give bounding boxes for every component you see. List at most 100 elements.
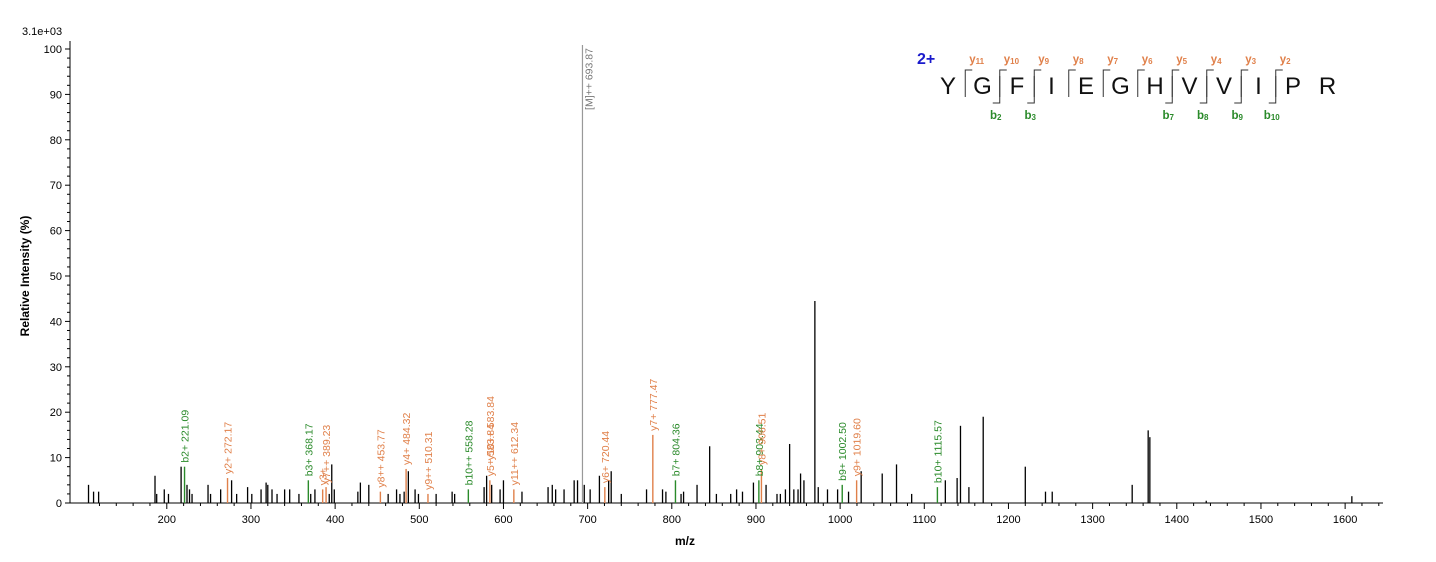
- y-tick-label: 60: [50, 226, 62, 238]
- x-tick-label: 200: [158, 514, 176, 526]
- x-axis-title: m/z: [675, 534, 695, 548]
- x-tick-label: 300: [242, 514, 260, 526]
- x-tick-label: 1100: [912, 514, 936, 526]
- y-ion-label: y7+ 777.47: [648, 378, 660, 430]
- b-ion-label: b8+ 903.44: [754, 423, 766, 476]
- b-ion-label: b10: [1264, 110, 1280, 122]
- y-tick-label: 100: [44, 44, 62, 56]
- b-ion-bracket: [1268, 76, 1277, 104]
- x-tick-label: 800: [663, 514, 681, 526]
- peak-label-group: [M]++ 693.87 b2+ 221.09 y2+ 272.17 b3+ 368.…: [180, 48, 945, 490]
- b-ion-label: b2+ 221.09: [180, 410, 192, 463]
- x-tick-label: 700: [578, 514, 596, 526]
- b-ion-label: b3: [1025, 110, 1037, 122]
- x-tick-label: 1000: [828, 514, 852, 526]
- y-ion-bracket: [1033, 69, 1042, 97]
- y-ion-bracket: [1206, 69, 1214, 97]
- y-ion-label: y6+ 720.44: [600, 431, 612, 483]
- y-ion-bracket: [1275, 69, 1283, 97]
- y-ion-label: y5+ 583.84: [485, 424, 497, 476]
- b-ion-bracket: [1234, 76, 1242, 104]
- y-ion-bracket: [964, 69, 973, 97]
- b-ion-label: b9: [1232, 110, 1244, 122]
- x-tick-label: 1400: [1165, 514, 1189, 526]
- sequence-residue: F: [1010, 73, 1025, 100]
- y-ion-label: y4+ 484.32: [401, 413, 413, 465]
- sequence-residue: I: [1255, 73, 1262, 100]
- b-ion-label: b10+ 1115.57: [932, 420, 944, 483]
- y-ion-label: y9+ 1019.60: [852, 418, 864, 476]
- b-ion-bracket: [1027, 76, 1035, 104]
- sequence-residue: E: [1078, 73, 1094, 100]
- x-tick-label: 1200: [996, 514, 1020, 526]
- intensity-scale-label: 3.1e+03: [22, 26, 62, 38]
- x-tick-label: 500: [410, 514, 428, 526]
- y-tick-label: 10: [50, 453, 62, 465]
- sequence-residue: H: [1146, 73, 1163, 100]
- y-ion-label: y7++ 389.23: [321, 425, 333, 484]
- y-ion-label: y3: [1245, 54, 1256, 66]
- x-tick-label: 600: [494, 514, 512, 526]
- sequence-residue: I: [1048, 73, 1055, 100]
- y-ion-bracket: [1171, 69, 1180, 97]
- x-tick-label: 400: [326, 514, 344, 526]
- y-ion-bracket: [1137, 69, 1145, 97]
- x-tick-label: 900: [747, 514, 765, 526]
- y-ion-bracket: [1102, 69, 1111, 97]
- sequence-residue: V: [1216, 73, 1232, 100]
- y-ion-label: y9: [1038, 54, 1049, 66]
- b-ion-bracket: [1199, 76, 1208, 104]
- b-ion-label: b3+ 368.17: [303, 423, 315, 476]
- y-ion-bracket: [999, 69, 1007, 97]
- sequence-residue: P: [1285, 73, 1301, 100]
- y-ion-label: y2: [1280, 54, 1291, 66]
- chart-axes: 0 10 20 30 40 50 60 70 80 90 100 200 300 400 500 600 700…: [18, 26, 1383, 548]
- b-ion-label: b7+ 804.36: [670, 423, 682, 476]
- b-ion-label: b8: [1197, 110, 1209, 122]
- y-ion-label: y8++ 453.77: [375, 429, 387, 488]
- y-tick-label: 90: [50, 89, 62, 101]
- b-ion-label: b9+ 1002.50: [837, 422, 849, 481]
- y-tick-label: 70: [50, 180, 62, 192]
- y-tick-label: 40: [50, 316, 62, 328]
- charge-state-label: 2+: [917, 51, 935, 68]
- y-ion-label: y10++ 583.84: [485, 396, 497, 460]
- x-tick-label: 1600: [1333, 514, 1357, 526]
- sequence-residue: G: [1111, 73, 1130, 100]
- y-axis-title: Relative Intensity (%): [18, 216, 32, 337]
- b-ion-bracket: [992, 76, 1001, 104]
- y-tick-label: 0: [56, 498, 62, 510]
- y-ion-label: y3+: [318, 468, 330, 485]
- sequence-residue: Y: [940, 73, 956, 100]
- y-ion-label: y8+ 906.51: [756, 413, 768, 465]
- b-ion-label: b10++ 558.28: [463, 420, 475, 485]
- y-ion-bracket: [1240, 69, 1249, 97]
- x-tick-label: 1500: [1249, 514, 1273, 526]
- y-ion-label: y10: [1004, 54, 1020, 66]
- sequence-residue: V: [1181, 73, 1197, 100]
- y-tick-label: 80: [50, 135, 62, 147]
- y-ion-label: y11: [969, 54, 984, 66]
- y-ion-label: y4: [1211, 54, 1222, 66]
- y-ion-label: y2+ 272.17: [223, 422, 235, 474]
- y-ion-label: y5: [1176, 54, 1187, 66]
- precursor-peak-label: [M]++ 693.87: [583, 48, 595, 110]
- sequence-residue: G: [973, 73, 992, 100]
- x-tick-label: 1300: [1080, 514, 1104, 526]
- b-ion-bracket: [1165, 76, 1173, 104]
- y-ion-label: y7: [1107, 54, 1118, 66]
- y-ion-bracket: [1068, 69, 1076, 97]
- y-tick-label: 20: [50, 407, 62, 419]
- y-ion-label: y6: [1142, 54, 1153, 66]
- b-ion-label: b2: [990, 110, 1002, 122]
- y-ion-label: y9++ 510.31: [423, 431, 435, 490]
- peak-group: [87, 45, 1353, 503]
- y-tick-label: 50: [50, 271, 62, 283]
- y-ion-label: y8: [1073, 54, 1084, 66]
- b-ion-label: b7: [1163, 110, 1175, 122]
- y-tick-label: 30: [50, 362, 62, 374]
- y-ion-label: y11++ 612.34: [509, 422, 521, 486]
- sequence-residue: R: [1319, 73, 1336, 100]
